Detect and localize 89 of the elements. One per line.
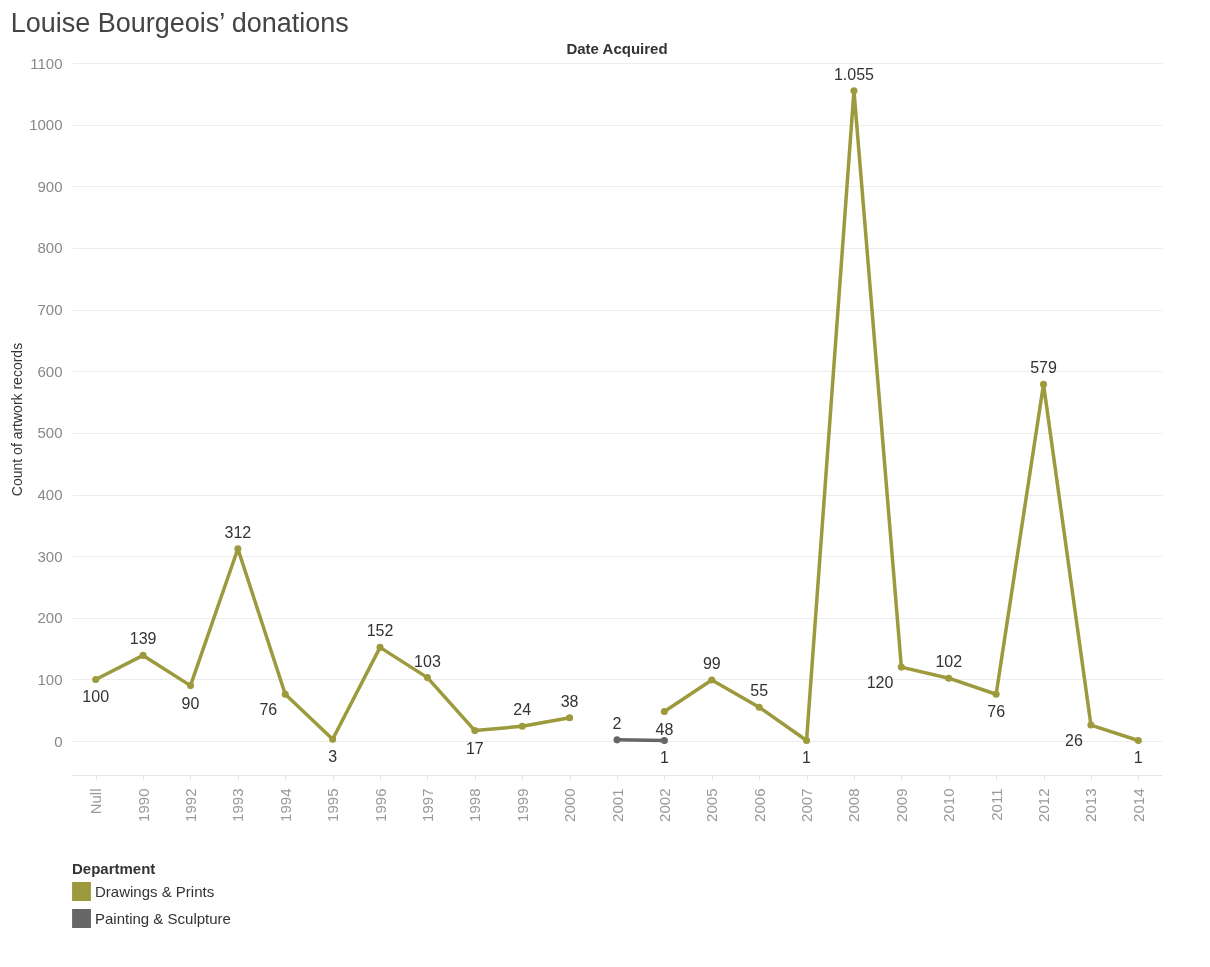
x-tick-label: 2011 (987, 788, 1005, 821)
data-label: 55 (750, 682, 769, 700)
x-tick-label: 2014 (1129, 788, 1147, 822)
y-axis-title: Count of artwork records (9, 342, 26, 497)
point (1134, 736, 1142, 745)
point (186, 682, 195, 690)
point (803, 736, 811, 745)
y-tick-label: 400 (37, 486, 63, 504)
x-tick-label: 1990 (134, 788, 152, 822)
data-label: 152 (366, 622, 394, 640)
point (992, 690, 1000, 698)
data-label: 1.055 (833, 65, 875, 83)
data-label: 99 (702, 655, 721, 673)
point (234, 545, 242, 553)
data-label: 1 (659, 749, 669, 767)
x-tick-label: 2009 (892, 788, 910, 822)
point (1039, 380, 1048, 388)
chart-title: Louise Bourgeois’ donations (10, 8, 349, 38)
x-tick-label: 2001 (608, 788, 626, 822)
point (92, 675, 100, 683)
y-tick-label: 1100 (30, 54, 63, 72)
y-tick-label: 500 (37, 424, 63, 442)
x-tick-label: 1997 (418, 788, 436, 822)
point (139, 651, 147, 659)
x-tick-label: 2007 (798, 788, 816, 822)
point (850, 87, 858, 95)
x-tick-label: 1994 (276, 788, 294, 822)
x-tick-label: 1996 (371, 788, 389, 822)
x-tick-label: 1995 (324, 788, 342, 822)
data-label: 139 (129, 630, 157, 648)
y-tick-label: 100 (37, 670, 63, 688)
x-tick-label: 2005 (703, 788, 721, 822)
data-label: 24 (513, 701, 532, 719)
y-tick-label: 900 (37, 177, 63, 195)
x-tick-label: 2013 (1082, 788, 1100, 822)
point (471, 727, 479, 735)
legend-title: Department (72, 860, 156, 877)
x-tick-label: 2000 (561, 788, 579, 822)
data-label: 2 (612, 714, 622, 732)
x-tick-label: 2008 (845, 788, 863, 822)
data-label: 26 (1065, 732, 1084, 750)
point (945, 674, 953, 682)
point (329, 735, 337, 743)
data-label: 120 (866, 674, 894, 692)
point (281, 690, 289, 698)
y-tick-label: 0 (54, 732, 63, 750)
data-label: 17 (465, 739, 484, 757)
x-axis-title: Date Acquired (566, 40, 668, 57)
x-tick-label: 2012 (1035, 788, 1053, 822)
legend-label: Drawings & Prints (95, 882, 215, 900)
y-tick-label: 800 (37, 239, 63, 257)
data-label: 102 (935, 653, 963, 671)
point (1087, 721, 1095, 729)
data-label: 1 (1133, 749, 1143, 767)
data-label: 3 (328, 748, 338, 766)
data-label: 1 (802, 749, 812, 767)
point (660, 736, 668, 745)
point (566, 714, 574, 722)
y-tick-label: 200 (37, 609, 63, 627)
legend-label: Painting & Sculpture (95, 909, 231, 927)
point (708, 676, 716, 684)
data-label: 103 (414, 652, 441, 670)
data-label: 76 (259, 701, 278, 719)
data-label: 38 (560, 692, 579, 710)
x-tick-label: 1993 (229, 788, 247, 822)
x-tick-label: 2010 (940, 788, 958, 822)
point (613, 736, 621, 744)
data-label: 100 (82, 688, 110, 706)
x-tick-label: 2006 (750, 788, 768, 822)
point (897, 663, 905, 671)
point (755, 703, 763, 711)
data-label: 90 (181, 694, 200, 712)
data-label: 579 (1030, 359, 1057, 377)
point (423, 674, 431, 682)
x-tick-label: 1998 (466, 788, 484, 822)
x-tick-label: Null (87, 788, 105, 815)
point (376, 643, 384, 651)
data-label: 76 (987, 703, 1006, 721)
y-tick-label: 600 (37, 362, 63, 380)
data-label: 48 (655, 720, 674, 738)
y-tick-label: 1000 (29, 116, 63, 134)
y-tick-label: 300 (37, 547, 63, 565)
x-tick-label: 1999 (513, 788, 531, 822)
point (518, 722, 526, 730)
x-tick-label: 2002 (655, 788, 673, 822)
data-label: 312 (224, 523, 252, 541)
point (660, 707, 668, 716)
y-tick-label: 700 (37, 301, 63, 319)
x-tick-label: 1992 (181, 788, 199, 822)
